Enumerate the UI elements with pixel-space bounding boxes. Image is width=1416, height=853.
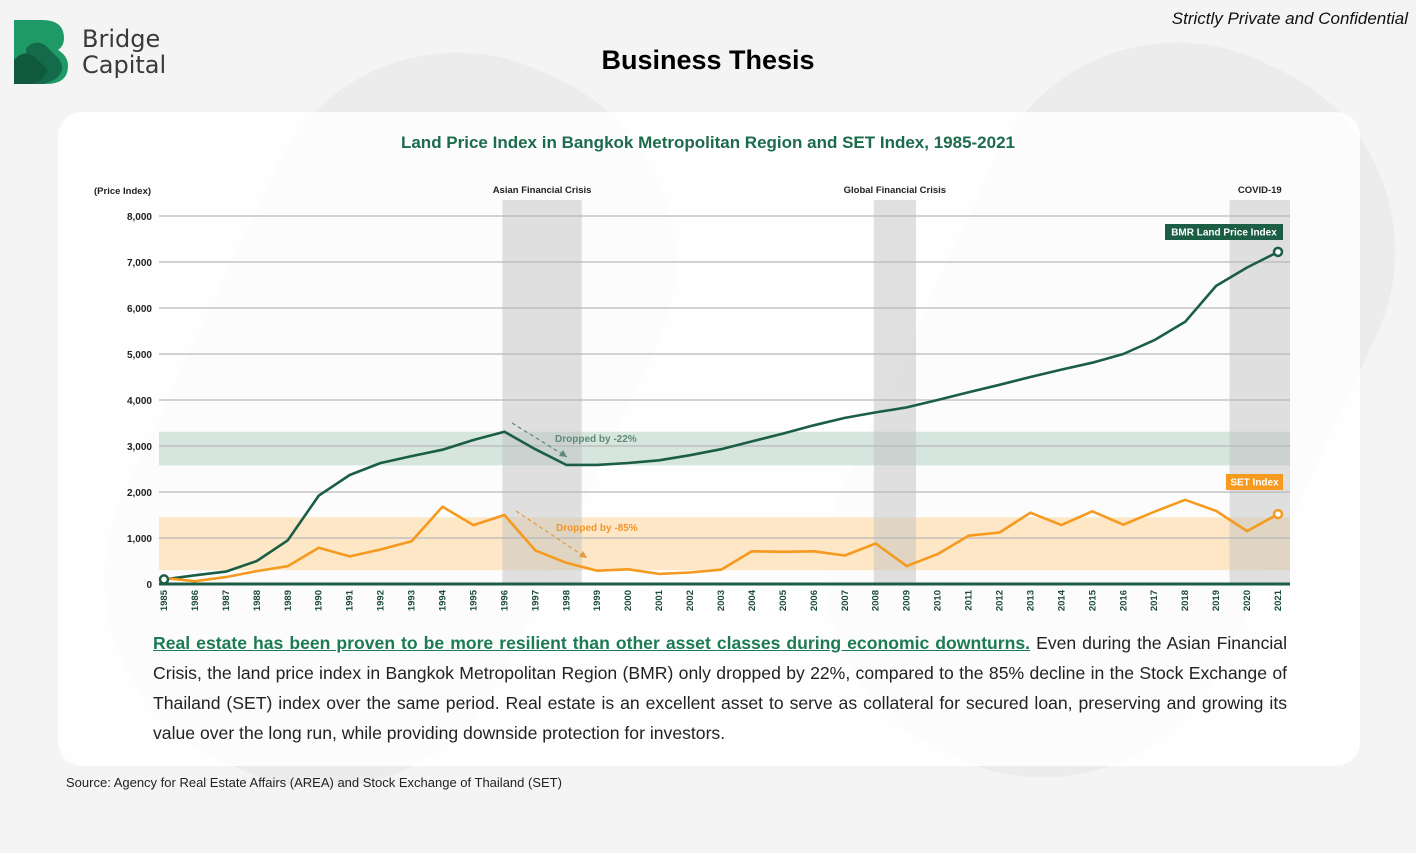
annotation-label: Dropped by -85% — [556, 523, 638, 534]
annotation-label: Dropped by -22% — [555, 434, 637, 445]
y-tick-label: 1,000 — [127, 534, 152, 545]
x-tick-label: 2021 — [1273, 589, 1284, 611]
x-tick-label: 2020 — [1242, 590, 1253, 611]
x-tick-label: 1997 — [530, 590, 541, 611]
x-tick-label: 1998 — [561, 590, 572, 611]
thesis-paragraph: Real estate has been proven to be more r… — [153, 628, 1287, 748]
y-tick-label: 2,000 — [127, 488, 152, 499]
end-marker — [1274, 510, 1282, 518]
y-axis-label: (Price Index) — [94, 186, 151, 197]
x-tick-label: 1995 — [468, 589, 479, 611]
x-tick-label: 2016 — [1118, 590, 1129, 611]
crisis-label: COVID-19 — [1238, 185, 1282, 196]
start-marker — [160, 575, 168, 583]
range-band — [159, 517, 1290, 570]
y-tick-label: 5,000 — [127, 350, 152, 361]
source-note: Source: Agency for Real Estate Affairs (… — [66, 775, 562, 790]
x-tick-label: 2009 — [902, 590, 913, 611]
crisis-label: Asian Financial Crisis — [493, 185, 592, 196]
end-marker — [1274, 248, 1282, 256]
crisis-shade — [874, 200, 916, 584]
x-tick-label: 2017 — [1149, 590, 1160, 611]
x-tick-label: 1985 — [159, 589, 170, 611]
x-tick-label: 1986 — [190, 590, 201, 611]
x-tick-label: 1991 — [345, 589, 356, 611]
x-tick-label: 1990 — [314, 590, 325, 611]
thesis-highlight: Real estate has been proven to be more r… — [153, 633, 1030, 653]
y-tick-label: 3,000 — [127, 442, 152, 453]
x-tick-label: 2003 — [716, 590, 727, 611]
x-tick-label: 2019 — [1211, 590, 1222, 611]
x-tick-label: 1988 — [252, 590, 263, 611]
x-tick-label: 1987 — [221, 590, 232, 611]
y-tick-label: 0 — [146, 580, 152, 591]
x-tick-label: 2005 — [778, 589, 789, 611]
crisis-label: Global Financial Crisis — [844, 185, 946, 196]
x-tick-label: 1999 — [592, 590, 603, 611]
x-tick-label: 2000 — [623, 590, 634, 611]
x-tick-label: 2018 — [1180, 590, 1191, 611]
x-tick-label: 1993 — [407, 590, 418, 611]
x-tick-label: 2013 — [1025, 590, 1036, 611]
x-tick-label: 2011 — [964, 589, 975, 610]
x-tick-label: 2010 — [933, 590, 944, 611]
x-tick-label: 1992 — [376, 590, 387, 611]
x-tick-label: 1996 — [499, 590, 510, 611]
x-tick-label: 1994 — [438, 589, 449, 611]
x-tick-label: 2008 — [871, 590, 882, 611]
x-tick-label: 2014 — [1056, 589, 1067, 611]
y-tick-label: 6,000 — [127, 304, 152, 315]
x-tick-label: 2002 — [685, 590, 696, 611]
y-tick-label: 7,000 — [127, 258, 152, 269]
y-tick-label: 8,000 — [127, 212, 152, 223]
line-chart: Asian Financial Crisis Global Financial C… — [0, 0, 1416, 620]
x-tick-label: 2001 — [654, 589, 665, 611]
x-tick-label: 2004 — [747, 589, 758, 611]
x-tick-label: 2015 — [1087, 589, 1098, 611]
y-tick-label: 4,000 — [127, 396, 152, 407]
legend-bmr-label: BMR Land Price Index — [1171, 228, 1277, 239]
x-tick-label: 2007 — [840, 590, 851, 611]
x-tick-label: 2006 — [809, 590, 820, 611]
x-tick-label: 2012 — [995, 590, 1006, 611]
x-tick-label: 1989 — [283, 590, 294, 611]
legend-set-label: SET Index — [1230, 478, 1279, 489]
